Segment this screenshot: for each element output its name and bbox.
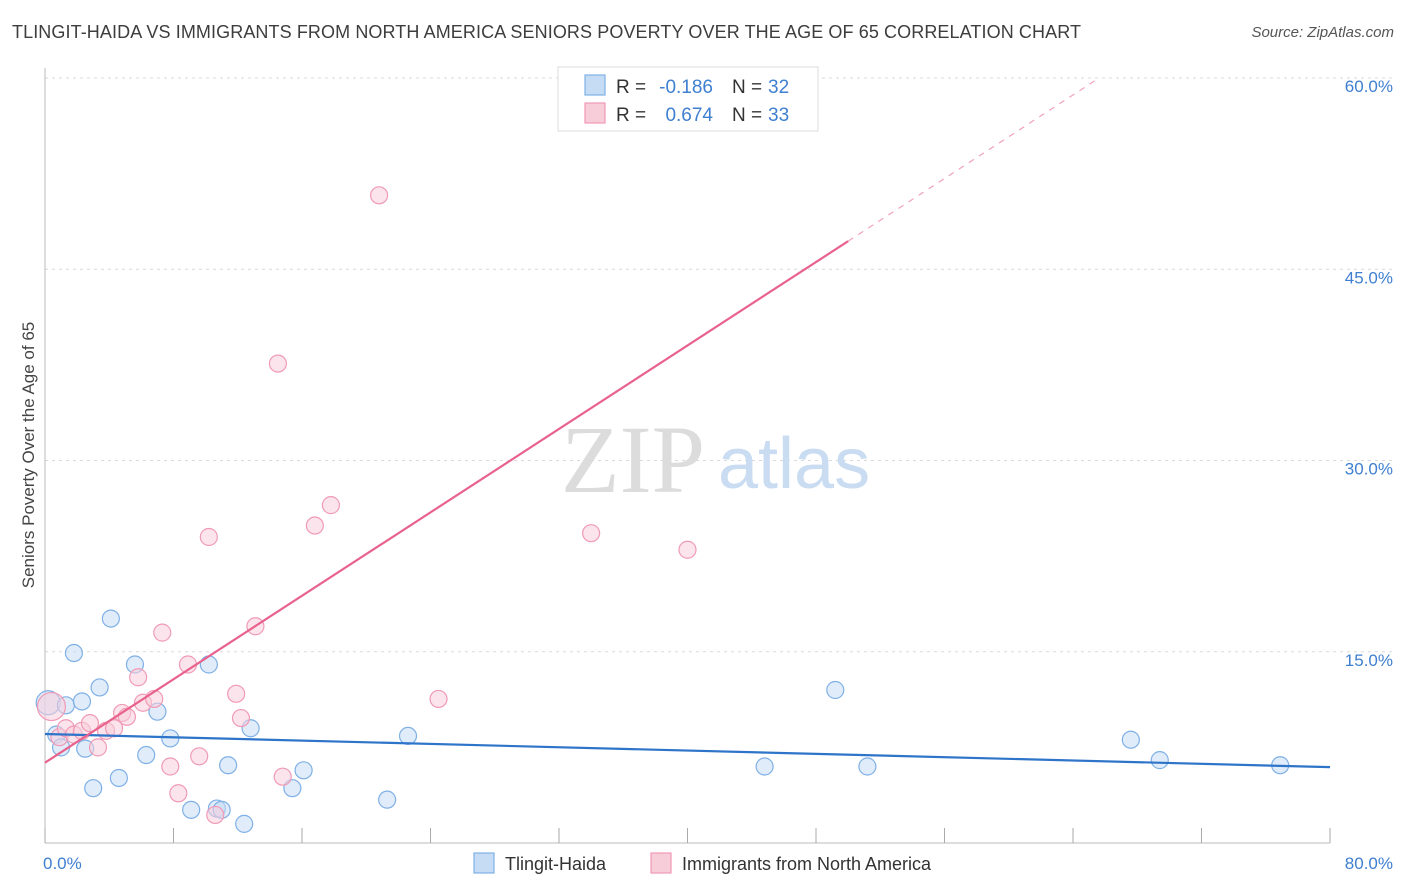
bottom-legend-swatch-blue (473, 852, 495, 874)
legend-r-value-2: 0.674 (665, 105, 713, 126)
immigrant-point (199, 527, 218, 547)
tlingit-trend-line (44, 732, 1331, 769)
tlingit-point (294, 761, 313, 780)
bottom-legend-label-immigrants: Immigrants from North America (682, 854, 932, 874)
tlingit-point (109, 768, 128, 788)
x-tick-label: 0.0% (43, 854, 82, 873)
y-tick-label: 60.0% (1345, 77, 1393, 96)
chart-title: TLINGIT-HAIDA VS IMMIGRANTS FROM NORTH A… (12, 22, 1082, 42)
immigrant-trend-extension (847, 78, 1098, 242)
bottom-legend-label-tlingit: Tlingit-Haida (505, 854, 607, 874)
immigrant-point (88, 738, 108, 757)
tlingit-point (755, 757, 774, 776)
immigrant-point (161, 757, 180, 776)
x-tick-label: 80.0% (1345, 854, 1393, 873)
immigrant-point (305, 516, 324, 535)
immigrant-point (153, 623, 172, 642)
grid-layer (45, 77, 1395, 653)
immigrant-point (169, 784, 188, 803)
legend-n-label-1: N = (732, 77, 762, 98)
tlingit-point (826, 680, 845, 700)
immigrant-point (80, 714, 100, 733)
legend-swatch-pink (584, 102, 606, 124)
immigrant-point (206, 805, 225, 825)
watermark-zip: ZIP (561, 406, 705, 513)
tlingit-point (199, 655, 218, 674)
legend: R = -0.186 N = 32 R = 0.674 N = 33 (557, 66, 819, 132)
y-axis-label: Seniors Poverty Over the Age of 65 (19, 322, 38, 588)
immigrant-point (321, 496, 341, 515)
tlingit-point (219, 756, 238, 775)
legend-r-label-1: R = (616, 77, 646, 98)
watermark-atlas: atlas (718, 424, 870, 504)
immigrant-point (117, 707, 137, 726)
tlingit-point (398, 726, 418, 746)
immigrant-point (129, 668, 148, 687)
tlingit-point (64, 643, 84, 663)
legend-n-value-2: 33 (768, 105, 789, 126)
tlingit-point (72, 692, 92, 711)
trend-layer (44, 78, 1331, 769)
bottom-legend-swatch-pink (650, 852, 672, 874)
y-tick-label: 15.0% (1345, 651, 1393, 670)
tlingit-point (182, 800, 201, 819)
points-layer (35, 68, 1290, 833)
tlingit-point (1150, 751, 1169, 770)
legend-r-value-1: -0.186 (659, 77, 713, 98)
tlingit-point (84, 779, 103, 798)
source-label: Source: ZipAtlas.com (1251, 24, 1394, 41)
legend-n-value-1: 32 (768, 77, 789, 98)
immigrant-point (268, 354, 288, 373)
legend-swatch-blue (584, 74, 606, 96)
immigrant-point (370, 186, 389, 205)
immigrant-point (273, 767, 292, 786)
immigrant-point (36, 691, 67, 722)
tlingit-point (137, 745, 156, 765)
y-tick-label: 45.0% (1345, 268, 1393, 287)
legend-r-label-2: R = (616, 105, 646, 126)
tlingit-point (90, 678, 109, 697)
immigrant-trend-line (44, 240, 849, 764)
tlingit-point (378, 790, 397, 809)
immigrant-point (227, 684, 246, 703)
immigrant-point (190, 747, 209, 766)
immigrant-point (582, 524, 601, 543)
immigrant-point (429, 689, 448, 709)
tlingit-point (235, 814, 254, 833)
tlingit-point (101, 609, 120, 628)
bottom-legend: Tlingit-Haida Immigrants from North Amer… (473, 852, 932, 874)
watermark: ZIP atlas (561, 406, 870, 513)
immigrant-point (231, 708, 251, 728)
y-tick-label: 30.0% (1345, 460, 1393, 479)
immigrant-point (678, 540, 697, 559)
tlingit-point (1121, 730, 1140, 749)
legend-n-label-2: N = (732, 105, 762, 126)
tlingit-point (858, 757, 877, 776)
